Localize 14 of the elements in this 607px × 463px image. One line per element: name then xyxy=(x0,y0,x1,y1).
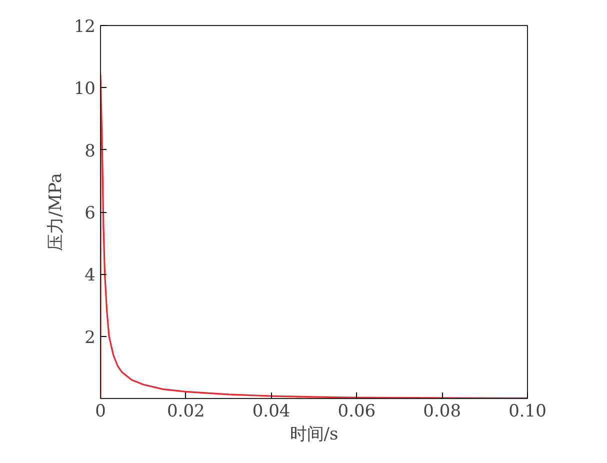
x-tick-label: 0 xyxy=(95,402,106,422)
y-tick-label: 6 xyxy=(84,204,96,224)
y-tick-label: 4 xyxy=(84,266,96,286)
y-tick-label: 10 xyxy=(74,79,96,100)
x-tick-label: 0.04 xyxy=(252,402,290,422)
x-tick-label: 0.10 xyxy=(508,402,546,422)
x-tick-label: 0.02 xyxy=(166,402,205,422)
y-axis-title: 压力/MPa xyxy=(46,173,66,251)
x-axis-title: 时间/s xyxy=(290,424,338,444)
y-tick-label: 2 xyxy=(84,328,96,348)
y-tick-label: 8 xyxy=(84,141,96,162)
x-tick-label: 0.06 xyxy=(338,402,376,422)
x-tick-label: 0.08 xyxy=(423,402,462,422)
y-tick-label: 12 xyxy=(74,17,96,37)
